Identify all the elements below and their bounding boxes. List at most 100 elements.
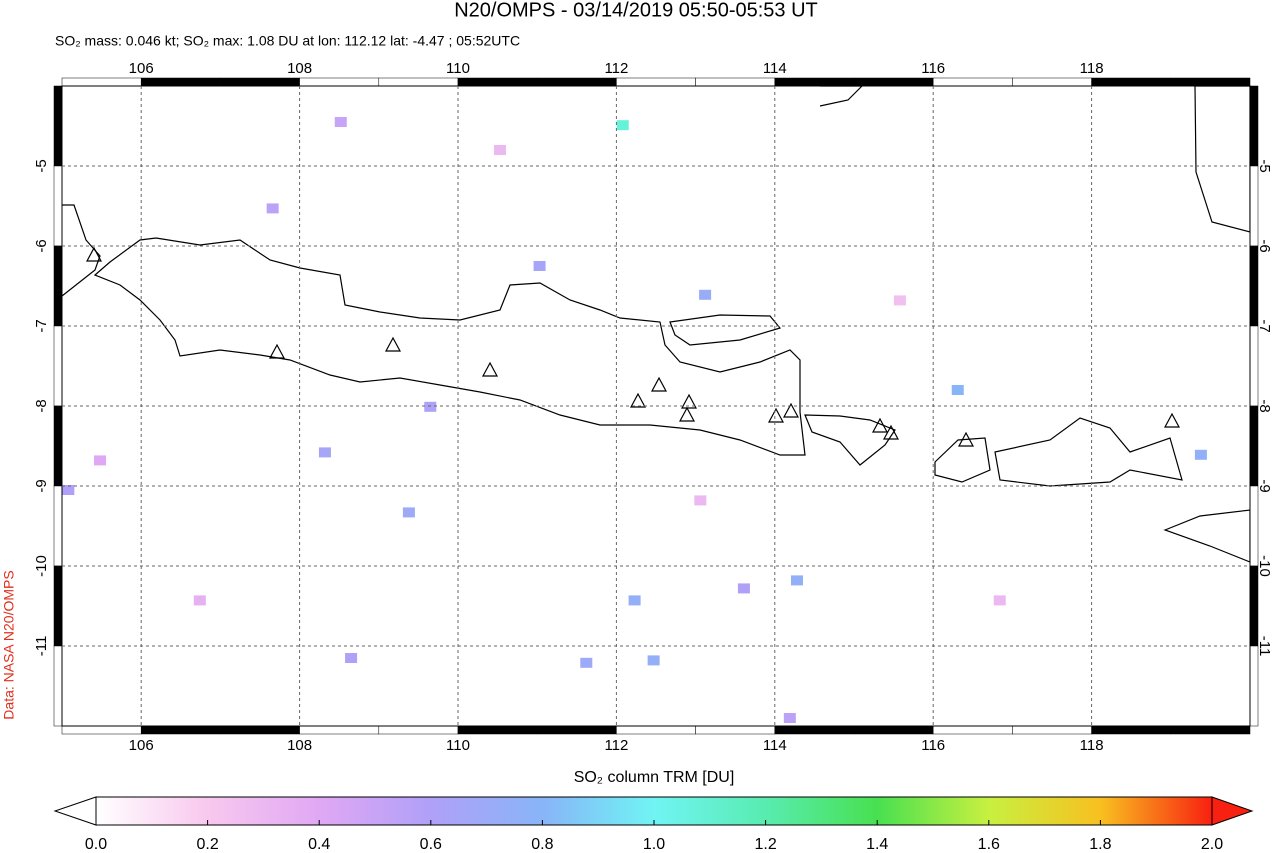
so2-pixel: [616, 120, 629, 131]
frame-band: [932, 77, 1013, 87]
colorbar-tick-label: 0.8: [531, 836, 553, 853]
so2-pixel: [790, 575, 803, 586]
frame-band: [1249, 165, 1259, 247]
so2-pixel: [783, 713, 796, 723]
colorbar-over: [1211, 796, 1254, 826]
x-tick-label-bottom: 116: [921, 737, 945, 754]
frame-band: [53, 245, 63, 327]
x-tick-label-top: 112: [604, 60, 628, 77]
frame-band: [695, 725, 776, 735]
frame-band: [695, 77, 776, 87]
frame-band: [1012, 77, 1092, 87]
colorbar-tick-label: 2.0: [1201, 836, 1223, 853]
volcano-marker: [268, 343, 286, 359]
frame-band: [140, 725, 221, 735]
frame-band: [53, 325, 63, 407]
volcano-marker: [782, 402, 800, 418]
so2-pixel: [334, 117, 347, 127]
x-tick-label-bottom: 110: [446, 737, 470, 754]
coastline: [669, 314, 782, 346]
frame-band: [299, 725, 380, 735]
x-tick-label-bottom: 112: [604, 737, 628, 754]
so2-pixel: [647, 655, 660, 666]
frame-band: [853, 77, 934, 87]
frame-band: [140, 77, 221, 87]
y-tick-label-left: -9: [33, 479, 50, 492]
frame-band: [1170, 77, 1251, 87]
x-tick-label-top: 108: [287, 60, 312, 77]
frame-band: [1249, 325, 1259, 407]
frame-band: [457, 77, 538, 87]
frame-band: [220, 77, 300, 87]
so2-pixel: [699, 289, 712, 300]
y-tick-label-right: -11: [1256, 636, 1272, 657]
frame-band: [1249, 645, 1259, 727]
frame-band: [774, 77, 855, 87]
x-tick-label-bottom: 106: [129, 737, 154, 754]
so2-pixel: [94, 455, 107, 466]
so2-pixel: [580, 657, 593, 668]
coastline: [804, 414, 896, 466]
y-tick-label-left: -6: [33, 239, 50, 252]
volcano-marker: [957, 431, 975, 447]
so2-pixel: [737, 583, 750, 594]
so2-pixel: [893, 295, 906, 306]
volcano-marker: [384, 336, 402, 352]
y-tick-label-right: -9: [1256, 479, 1272, 492]
volcano-marker: [481, 361, 499, 377]
colorbar-tick-label: 0.0: [85, 836, 107, 853]
x-tick-label-top: 106: [129, 60, 154, 77]
colorbar-label: SO₂ column TRM [DU]: [574, 769, 735, 786]
x-tick-label-top: 116: [921, 60, 945, 77]
frame-band: [220, 725, 300, 735]
frame-band: [932, 725, 1013, 735]
volcano-marker: [1163, 412, 1181, 428]
so2-pixel: [1194, 449, 1207, 460]
so2-pixel: [628, 595, 641, 606]
frame-band: [61, 77, 142, 87]
frame-band: [1091, 725, 1172, 735]
x-tick-label-top: 114: [763, 60, 787, 77]
colorbar-tick-label: 0.4: [308, 836, 330, 853]
frame-band: [53, 165, 63, 247]
coastline: [934, 437, 991, 483]
y-tick-label-right: -5: [1256, 159, 1272, 172]
frame-band: [1091, 77, 1172, 87]
volcano-marker: [85, 246, 103, 262]
y-tick-label-left: -5: [33, 159, 50, 172]
frame-band: [457, 725, 538, 735]
y-tick-label-left: -7: [33, 319, 50, 332]
volcano-marker: [678, 406, 696, 422]
frame-band: [536, 725, 617, 735]
frame-band: [53, 645, 63, 727]
colorbar-tick-label: 1.6: [978, 836, 1000, 853]
frame-band: [853, 725, 934, 735]
frame-band: [1249, 245, 1259, 327]
x-tick-label-bottom: 108: [287, 737, 312, 754]
colorbar-under: [53, 796, 97, 826]
y-tick-label-right: -7: [1256, 319, 1272, 332]
so2-pixel: [533, 261, 546, 271]
so2-pixel: [424, 401, 437, 412]
volcano-marker: [767, 407, 785, 423]
frame-band: [378, 77, 459, 87]
frame-band: [53, 85, 63, 167]
coastline: [994, 417, 1183, 487]
subtitle: SO₂ mass: 0.046 kt; SO₂ max: 1.08 DU at …: [55, 33, 520, 49]
frame-band: [61, 725, 142, 735]
x-tick-label-bottom: 118: [1080, 737, 1104, 754]
coastline: [93, 237, 806, 456]
frame-band: [616, 725, 696, 735]
colorbar-tick-label: 0.2: [196, 836, 218, 853]
frame-band: [1249, 485, 1259, 567]
x-tick-label-top: 118: [1080, 60, 1104, 77]
credit: Data: NASA N20/OMPS: [1, 570, 17, 719]
y-tick-label-right: -10: [1256, 555, 1272, 577]
so2-pixel: [402, 507, 415, 518]
volcano-marker: [882, 424, 900, 440]
colorbar-tick-label: 0.6: [420, 836, 442, 853]
colorbar-tick-label: 1.4: [866, 836, 888, 853]
so2-pixel: [345, 653, 358, 663]
so2-pixel: [193, 595, 206, 606]
frame-band: [774, 725, 855, 735]
